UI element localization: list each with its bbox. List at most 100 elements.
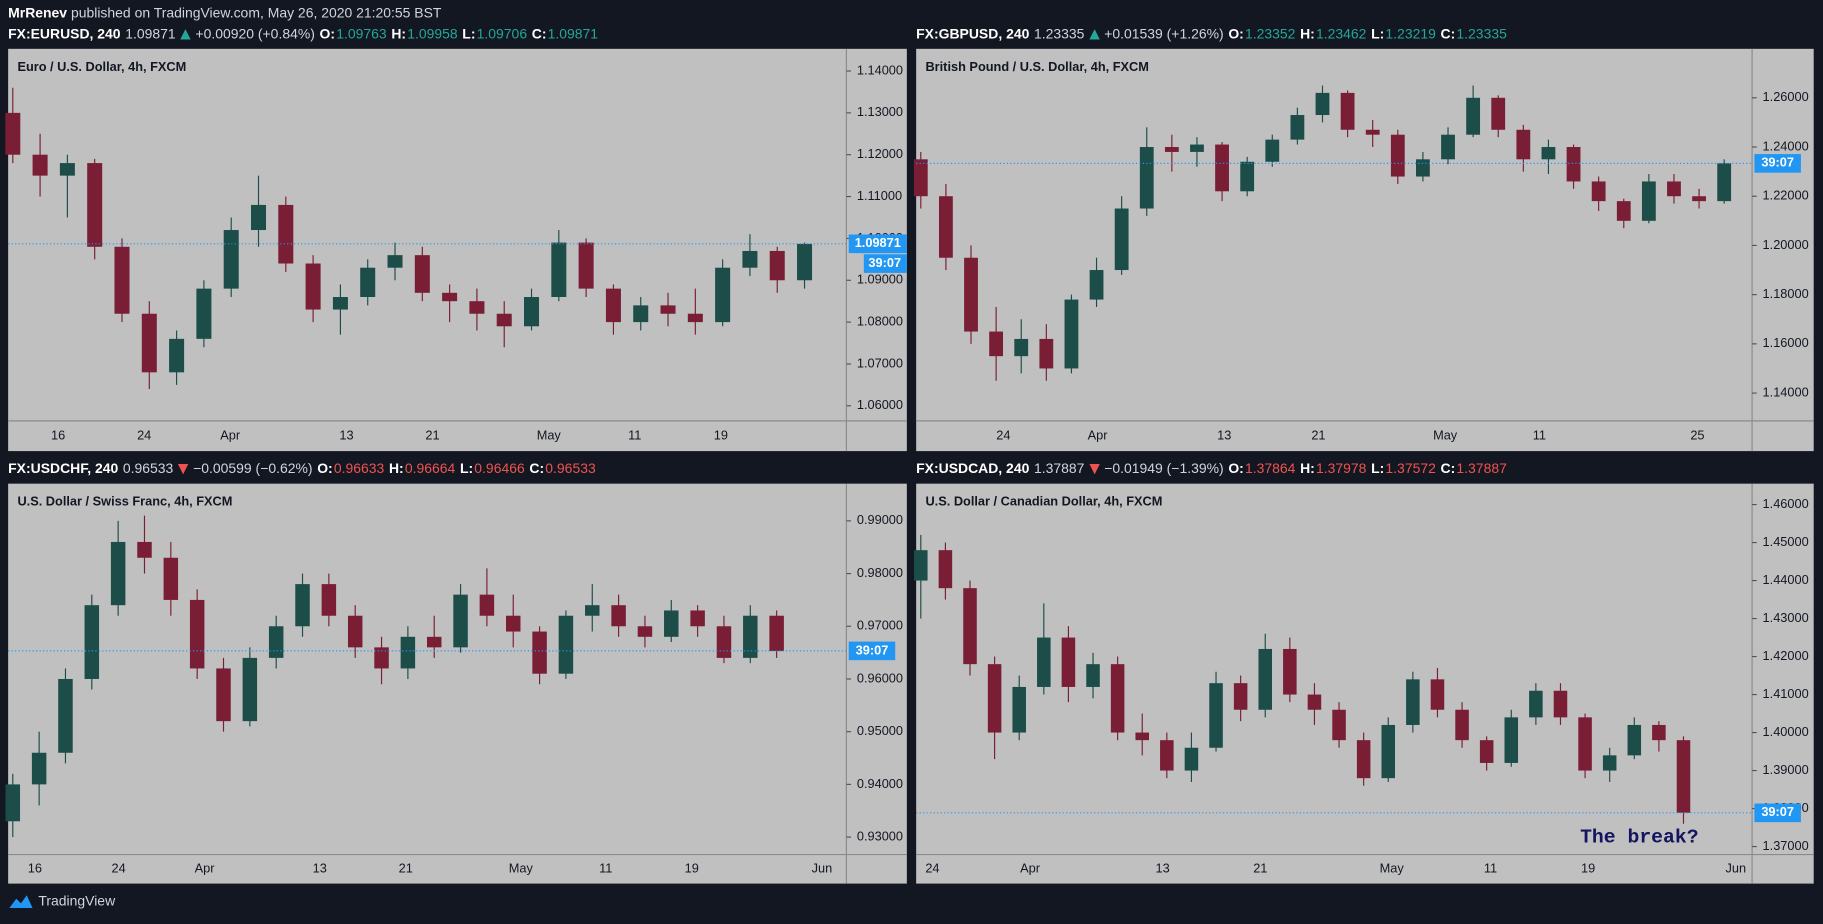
candle-body: [1014, 338, 1029, 357]
candle-body: [1283, 648, 1297, 695]
chart-panel: British Pound / U.S. Dollar, 4h, FXCM 1.2…: [913, 48, 1814, 452]
candle-body: [1209, 683, 1223, 748]
y-tick-label: 1.18000: [1763, 286, 1809, 301]
candle-body: [1491, 97, 1506, 130]
panel-background: [8, 48, 907, 452]
candle-body: [1233, 683, 1248, 710]
y-tick-label: 1.14000: [857, 62, 903, 77]
chart-panel: U.S. Dollar / Canadian Dollar, 4h, FXCM 1…: [914, 483, 1814, 884]
candle-body: [1160, 740, 1174, 771]
candle-body: [1479, 740, 1494, 763]
candle-body: [1676, 740, 1691, 813]
y-tick-label: 1.41000: [1763, 686, 1809, 701]
candle-body: [690, 610, 705, 627]
candle-body: [31, 752, 47, 785]
candle-body: [87, 163, 103, 247]
x-tick-label: 25: [1690, 427, 1704, 442]
candle-body: [1441, 134, 1455, 160]
candle-body: [743, 615, 758, 658]
ohlc-value: 0.96664: [404, 460, 456, 477]
candle-body: [1089, 270, 1104, 300]
publish-line: MrRenev published on TradingView.com, Ma…: [8, 5, 441, 21]
candle-body: [278, 204, 294, 264]
candle-body: [141, 313, 157, 373]
countdown: 39:07: [1761, 804, 1794, 819]
candle-body: [250, 204, 267, 231]
candle-body: [1717, 163, 1732, 202]
last-price: 1.09871: [125, 25, 176, 42]
countdown: 39:07: [1761, 155, 1794, 170]
candle-body: [321, 584, 337, 616]
y-tick-label: 1.09000: [857, 272, 903, 287]
ohlc-label: H:: [388, 460, 404, 477]
author: MrRenev: [8, 4, 68, 21]
candle-body: [1315, 92, 1330, 116]
candle-body: [715, 267, 731, 323]
y-tick-label: 1.13000: [857, 104, 903, 119]
candle-body: [742, 250, 758, 268]
change: +0.01539 (+1.26%): [1104, 25, 1224, 42]
candle-body: [1340, 92, 1355, 130]
x-tick-label: May: [537, 427, 562, 442]
countdown-box: [1754, 803, 1801, 823]
candle-body: [332, 296, 348, 310]
ohlc-label: H:: [391, 25, 407, 42]
countdown: 39:07: [868, 255, 901, 270]
candle-body: [1164, 147, 1179, 152]
candle-body: [687, 313, 703, 323]
ohlc-label: C:: [531, 25, 547, 42]
candle-body: [1692, 196, 1706, 202]
x-tick-label: 24: [111, 860, 125, 875]
panel-background: [916, 48, 1814, 452]
y-tick-label: 0.98000: [857, 565, 903, 580]
ohlc-value: 1.23219: [1385, 25, 1436, 42]
candle-body: [1037, 637, 1051, 687]
candle-body: [1652, 724, 1666, 741]
last-price: 1.37887: [1033, 460, 1085, 477]
triangle: [1089, 463, 1100, 474]
ohlc-label: C:: [529, 460, 545, 477]
candle-body: [1290, 115, 1305, 140]
y-tick-label: 1.40000: [1763, 724, 1809, 739]
candle-body: [5, 784, 21, 822]
candle-body: [987, 664, 1002, 733]
y-tick-label: 1.20000: [1763, 237, 1809, 252]
candle-body: [611, 605, 626, 627]
candle-body: [1416, 159, 1430, 177]
change: +0.00920 (+0.84%): [195, 25, 315, 42]
candle-body: [1061, 637, 1076, 687]
candle-body: [558, 615, 574, 674]
candle-body: [1553, 690, 1568, 718]
logo: [9, 895, 33, 909]
panel-background: [916, 483, 1814, 884]
direction-icon: [1089, 463, 1100, 474]
candle-body: [524, 296, 540, 327]
annotation: The break?: [1580, 826, 1699, 848]
symbol-header: FX:EURUSD, 240 1.09871 +0.00920 (+0.84%) O:…: [8, 24, 598, 43]
y-tick-label: 1.22000: [1763, 188, 1809, 203]
candle-body: [469, 301, 485, 314]
candle-body: [532, 631, 547, 674]
candle-body: [295, 584, 310, 627]
ohlc-label: O:: [1228, 460, 1244, 477]
x-tick-label: 13: [313, 860, 327, 875]
ohlc-label: C:: [1440, 25, 1456, 42]
y-tick-label: 1.07000: [857, 355, 903, 370]
candle-body: [59, 163, 75, 176]
ohlc-label: H:: [1300, 25, 1315, 42]
x-tick-label: Jun: [1726, 860, 1747, 875]
triangle: [1089, 28, 1100, 39]
y-tick-label: 1.14000: [1763, 384, 1809, 399]
triangle: [180, 28, 191, 39]
candle-body: [989, 331, 1004, 357]
candle-body: [242, 657, 258, 722]
candle-body: [505, 615, 521, 632]
ohlc-value: 1.37978: [1315, 460, 1367, 477]
candle-body: [939, 196, 953, 258]
symbol: FX:EURUSD, 240: [8, 25, 121, 42]
x-tick-label: May: [1380, 860, 1405, 875]
candle-body: [1307, 694, 1322, 710]
countdown: 39:07: [856, 642, 889, 657]
x-tick-label: 11: [1484, 860, 1497, 875]
